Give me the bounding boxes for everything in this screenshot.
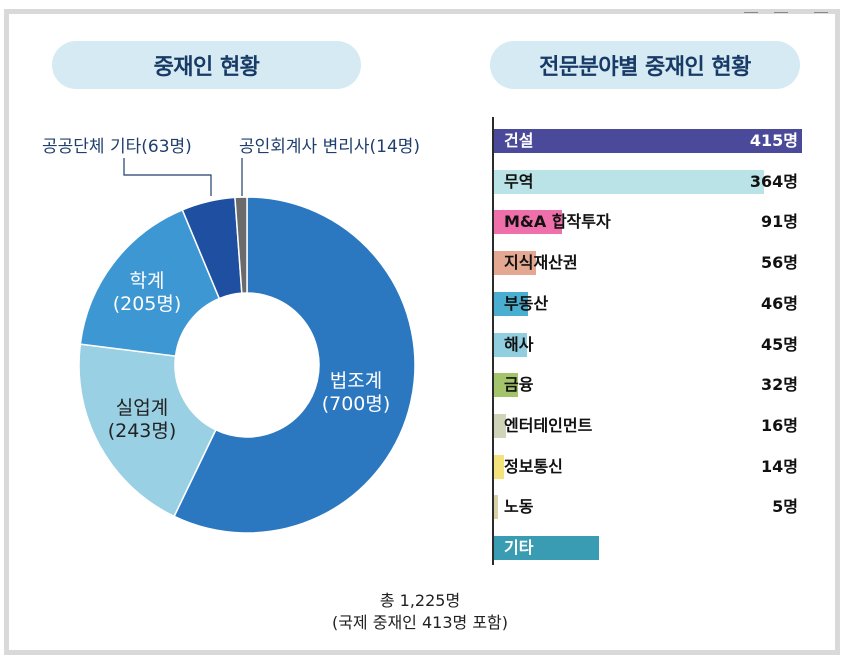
bar-value-label: 46명 — [761, 293, 798, 313]
callout-cpa-patent: 공인회계사 변리사(14명) — [239, 137, 421, 157]
leader-line-public-other — [123, 158, 212, 196]
bar-row: 기타 141명 — [494, 536, 804, 564]
slice-label-law-count: (700명) — [321, 393, 391, 415]
bar — [494, 373, 518, 398]
bar-category-label: 엔터테인먼트 — [504, 415, 593, 435]
bar-category-label: 기타 — [504, 538, 534, 557]
donut-chart-title: 중재인 현황 — [52, 41, 361, 89]
bar-chart-title: 전문분야별 중재인 현황 — [490, 41, 800, 89]
slice-label-business-count: (243명) — [107, 420, 177, 442]
bar-row: M&A 합작투자 91명 — [494, 210, 804, 238]
bar — [494, 495, 498, 520]
bar-row: 노동 5명 — [494, 495, 804, 523]
bar-row: 지식재산권 56명 — [494, 251, 804, 279]
slice-label-business: 실업계 (243명) — [92, 397, 192, 443]
bar-chart-axis — [492, 117, 494, 565]
bar-value-label: 141명 — [749, 538, 798, 557]
bar-category-label: 노동 — [504, 497, 534, 517]
callout-public-other: 공공단체 기타(63명) — [42, 137, 192, 157]
bar-row: 해사 45명 — [494, 332, 804, 361]
bar-value-label: 14명 — [761, 456, 798, 476]
slice-label-academia-name: 학계 — [129, 270, 165, 292]
bar-value-label: 364명 — [749, 171, 798, 191]
slice-business — [78, 343, 217, 518]
bar-row: 금융 32명 — [494, 373, 804, 401]
bar-category-label: 해사 — [504, 334, 534, 354]
bar-row: 정보통신 14명 — [494, 454, 804, 483]
bar-row: 엔터테인먼트 16명 — [494, 413, 804, 442]
bar — [494, 291, 529, 316]
bar-category-label: 지식재산권 — [504, 253, 578, 273]
bar — [494, 536, 599, 560]
bar-value-label: 16명 — [761, 415, 798, 435]
slice-label-academia: 학계 (205명) — [97, 270, 197, 316]
bar-category-label: M&A 합작투자 — [504, 212, 611, 232]
bar-value-label: 45명 — [761, 334, 798, 354]
bar — [494, 210, 562, 235]
bar-category-label: 금융 — [504, 375, 534, 395]
bar-category-label: 부동산 — [504, 293, 549, 313]
bar-category-label: 무역 — [504, 171, 534, 191]
bar-category-label: 건설 — [504, 131, 534, 150]
bar — [494, 413, 506, 438]
bar-value-label: 91명 — [761, 212, 798, 232]
bar-value-label: 56명 — [761, 253, 798, 273]
slice-law — [173, 196, 416, 534]
bar-value-label: 32명 — [761, 375, 798, 395]
bar-row: 무역 364명 — [494, 169, 804, 198]
bar-category-label: 정보통신 — [504, 456, 563, 476]
slice-label-academia-count: (205명) — [112, 293, 182, 315]
bar-value-label: 5명 — [772, 497, 798, 517]
slice-cpa-patent — [234, 196, 248, 294]
slice-label-law-name: 법조계 — [329, 370, 383, 392]
total-caption: 총 1,225명 (국제 중재인 413명 포함) — [230, 590, 610, 634]
bar — [494, 454, 505, 479]
corner-decoration — [744, 6, 854, 20]
bar — [494, 129, 802, 153]
bar-value-label: 415명 — [749, 131, 798, 150]
total-note: (국제 중재인 413명 포함) — [331, 613, 509, 632]
total-count: 총 1,225명 — [379, 591, 461, 610]
bar — [494, 332, 528, 357]
bar-row: 부동산 46명 — [494, 291, 804, 320]
slice-label-business-name: 실업계 — [115, 397, 169, 419]
slice-academia — [79, 208, 221, 357]
bar — [494, 169, 765, 194]
slice-label-law: 법조계 (700명) — [306, 370, 406, 416]
bar — [494, 251, 536, 276]
bar-row: 건설 415명 — [494, 129, 804, 157]
